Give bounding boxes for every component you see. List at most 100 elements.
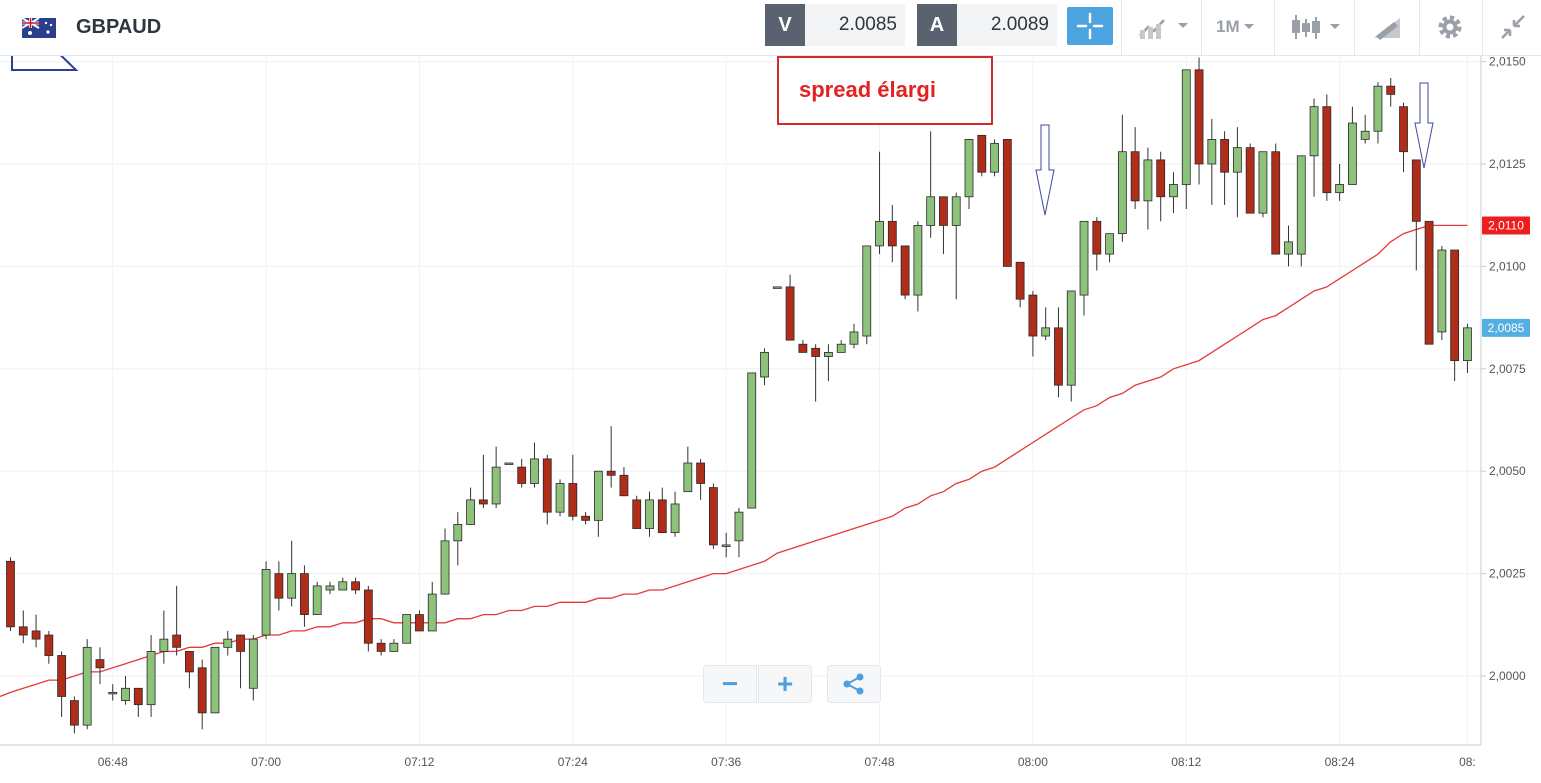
candle-body xyxy=(18,626,28,636)
candle-body xyxy=(1309,106,1319,157)
x-tick-label: 08: xyxy=(1459,755,1476,769)
candle xyxy=(1271,143,1281,255)
candle xyxy=(1002,139,1012,267)
candle-body xyxy=(415,614,424,632)
candle xyxy=(1296,155,1306,267)
candle xyxy=(645,491,654,537)
candle-body xyxy=(1335,184,1345,194)
candle-body xyxy=(300,573,309,615)
candle xyxy=(1117,114,1127,242)
candle-body xyxy=(645,499,654,529)
candle-body xyxy=(772,286,782,289)
candle xyxy=(747,372,757,509)
settings-button[interactable] xyxy=(1434,10,1466,44)
candle-body xyxy=(70,700,79,726)
candle xyxy=(734,508,744,558)
candlestick-icon xyxy=(1292,15,1340,39)
candle xyxy=(926,131,936,238)
candle xyxy=(274,561,284,611)
candle xyxy=(862,245,872,345)
candle xyxy=(185,651,194,689)
candle-body xyxy=(223,638,233,648)
candle xyxy=(44,630,54,664)
candle-body xyxy=(606,470,616,476)
y-tick-label: 2,0025 xyxy=(1489,567,1526,581)
candle-body xyxy=(402,614,412,644)
candle-body xyxy=(1130,151,1140,202)
top-toolbar: GBPAUD V 2.0085 A 2.0089 1M xyxy=(0,0,1541,56)
candle xyxy=(568,454,578,521)
candle-body xyxy=(530,458,539,484)
timeframe-button[interactable]: 1M xyxy=(1216,10,1256,44)
candle xyxy=(632,495,642,529)
candle-body xyxy=(990,143,999,173)
candle-body xyxy=(440,540,450,595)
candle-body xyxy=(760,352,769,378)
crosshair-button[interactable] xyxy=(1067,7,1113,45)
x-tick-label: 07:12 xyxy=(404,755,434,769)
arrow-annotations xyxy=(1035,82,1434,216)
candle xyxy=(504,462,514,465)
chart-grid xyxy=(0,56,1481,745)
candle-body xyxy=(121,687,130,701)
candle-style-button[interactable] xyxy=(1290,10,1346,44)
candle-body xyxy=(683,462,693,493)
candle-body xyxy=(517,466,527,484)
x-axis: 06:48 07:00 07:12 07:24 07:36 07:48 08:00 08:12… xyxy=(0,744,1481,769)
sell-label[interactable]: V xyxy=(765,4,805,46)
candle-body xyxy=(1079,220,1089,296)
candle-body xyxy=(1015,261,1025,300)
candle-body xyxy=(1181,69,1191,185)
candle xyxy=(619,467,629,497)
candle xyxy=(1194,57,1204,185)
down-arrow-annotation xyxy=(1414,82,1434,169)
candle xyxy=(1028,290,1038,357)
buy-label[interactable]: A xyxy=(917,4,957,46)
candle-body xyxy=(542,458,552,513)
candle-body xyxy=(1411,159,1421,222)
candle xyxy=(389,639,399,652)
y-tick-label: 2,0050 xyxy=(1489,464,1526,478)
candle-body xyxy=(210,646,220,714)
candle-body xyxy=(632,499,642,529)
candle xyxy=(785,274,795,341)
candle-body xyxy=(466,499,475,525)
candle-body xyxy=(1066,290,1076,386)
candle-body xyxy=(376,642,386,652)
candle-body xyxy=(1360,130,1370,140)
crosshair-icon xyxy=(1076,12,1104,40)
symbol-title: GBPAUD xyxy=(76,16,162,38)
share-button[interactable] xyxy=(827,665,881,703)
candle xyxy=(491,446,501,509)
buy-price[interactable]: 2.0089 xyxy=(957,4,1057,46)
candle-body xyxy=(57,655,67,697)
sell-price[interactable]: 2.0085 xyxy=(805,4,905,46)
chart-type-button[interactable] xyxy=(1136,10,1194,44)
candle-body xyxy=(1232,147,1242,173)
candle xyxy=(95,647,105,685)
candle xyxy=(1322,94,1332,201)
candle xyxy=(31,614,41,648)
candle-body xyxy=(568,483,578,517)
zoom-in-button[interactable]: + xyxy=(758,665,812,703)
candle xyxy=(1156,151,1166,222)
collapse-button[interactable] xyxy=(1496,10,1528,44)
candle-body xyxy=(977,134,987,173)
moving-average-layer xyxy=(0,224,1468,698)
candle xyxy=(415,610,424,632)
candle xyxy=(1399,102,1408,173)
candle xyxy=(1424,220,1434,345)
candle-body xyxy=(1399,106,1408,153)
candle-body xyxy=(1041,327,1051,337)
spread-annotation-text: spread élargi xyxy=(799,77,936,102)
candle xyxy=(70,696,79,734)
candle-body xyxy=(1296,155,1306,255)
zoom-out-button[interactable]: − xyxy=(703,665,757,703)
candle xyxy=(1105,233,1114,263)
candle-body xyxy=(836,343,846,353)
candle-body xyxy=(95,659,105,669)
draw-tools-button[interactable] xyxy=(1370,10,1404,44)
candle-body xyxy=(1271,151,1281,255)
candle xyxy=(606,426,616,488)
